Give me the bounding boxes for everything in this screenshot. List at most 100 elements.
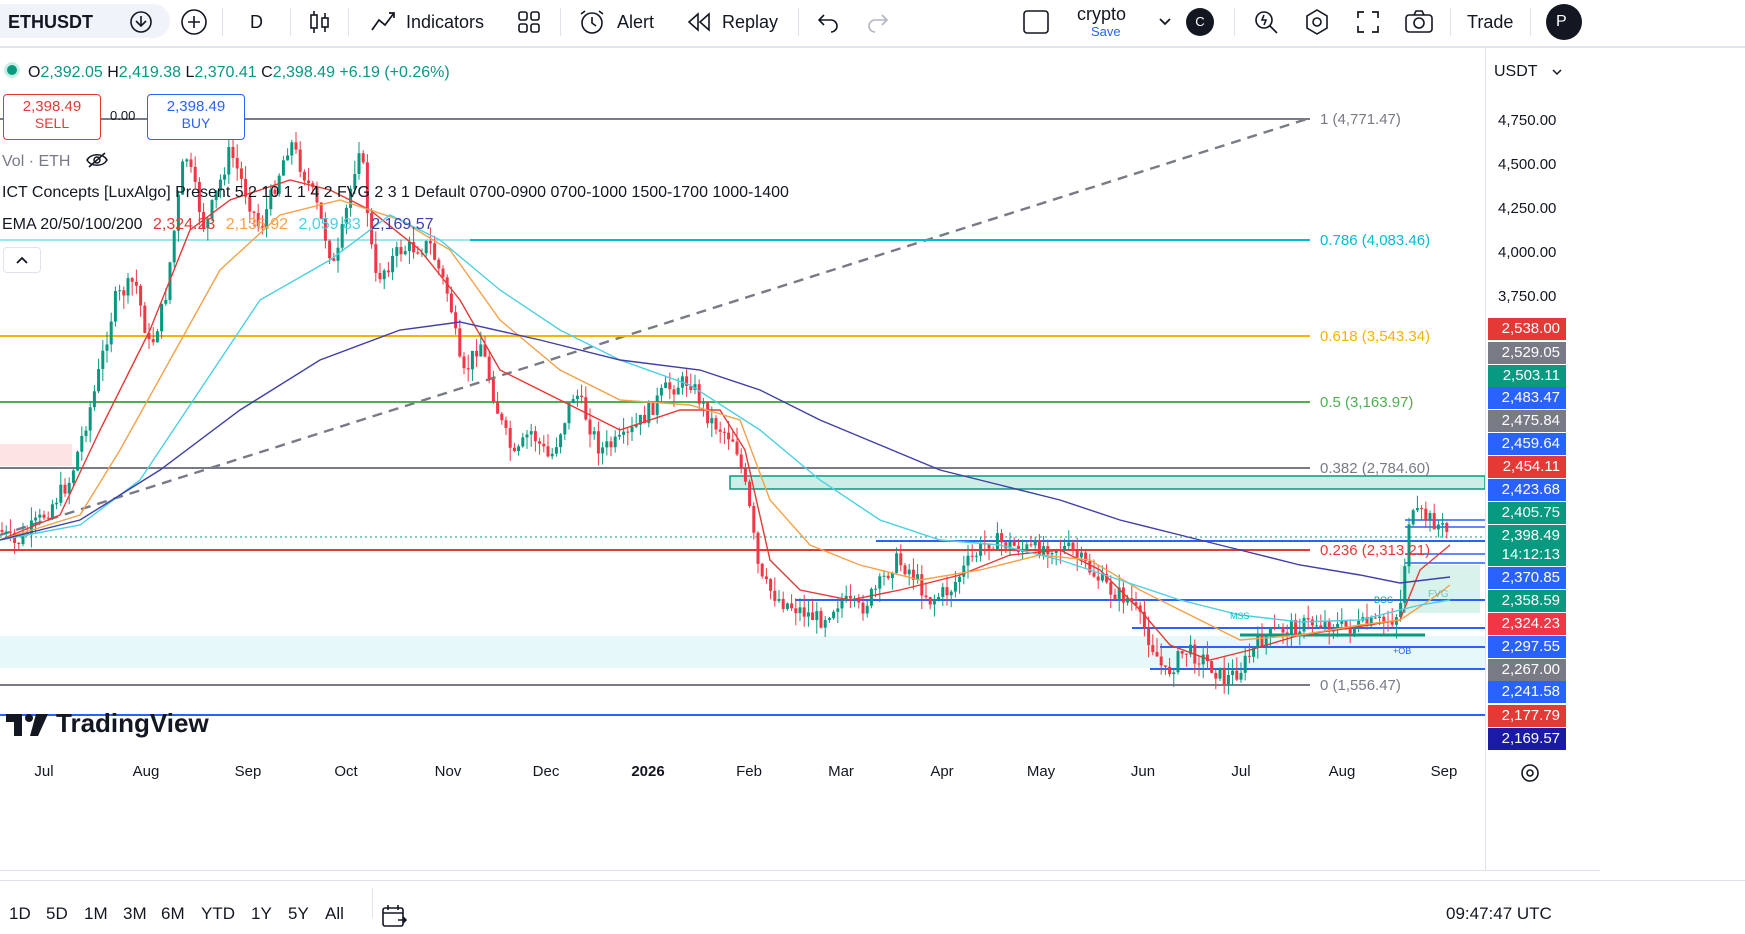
undo-icon[interactable]: [816, 0, 840, 44]
indicators-icon[interactable]: [370, 0, 398, 44]
replay-icon[interactable]: [686, 0, 712, 44]
candle-body: [731, 439, 735, 442]
candle-body: [916, 574, 920, 580]
candle-body: [1415, 508, 1419, 511]
settings-gear-icon[interactable]: [1303, 0, 1331, 44]
candle-body: [895, 553, 899, 573]
candle-body: [67, 482, 71, 494]
ohlc-open: 2,392.05: [40, 64, 103, 81]
candle-body: [970, 555, 974, 557]
date-range-calendar-icon[interactable]: [380, 903, 408, 934]
layout-save-label[interactable]: Save: [1091, 23, 1121, 39]
candle-body: [882, 575, 886, 577]
layout-dropdown-chevron-icon[interactable]: [1158, 0, 1172, 44]
range-button-1y[interactable]: 1Y: [251, 904, 272, 923]
candle-body: [886, 575, 890, 579]
candle-body: [769, 579, 773, 591]
alert-button[interactable]: Alert: [617, 11, 655, 32]
candle-body: [1151, 645, 1155, 653]
candle-body: [59, 484, 63, 503]
candle-body: [109, 321, 113, 345]
candles-icon[interactable]: [308, 0, 332, 44]
redo-icon[interactable]: [866, 0, 890, 44]
price-tag: 2,405.75: [1488, 502, 1566, 524]
candle-body: [1239, 672, 1243, 680]
candle-body: [596, 431, 600, 454]
range-button-ytd[interactable]: YTD: [201, 904, 235, 923]
buy-button[interactable]: 2,398.49 BUY: [147, 94, 245, 140]
candle-body: [945, 587, 949, 596]
candle-body: [1336, 623, 1340, 630]
sell-button[interactable]: 2,398.49 SELL: [3, 94, 101, 140]
candle-body: [815, 611, 819, 621]
candle-body: [458, 328, 462, 357]
candle-body: [651, 402, 655, 415]
range-button-6m[interactable]: 6M: [161, 904, 185, 923]
price-tag: 2,398.49: [1488, 525, 1566, 547]
candle-body: [1134, 602, 1138, 606]
range-button-1m[interactable]: 1M: [84, 904, 108, 923]
symbol-name[interactable]: ETHUSDT: [8, 11, 93, 32]
alarm-clock-icon[interactable]: [578, 0, 606, 44]
candle-body: [395, 247, 399, 256]
candle-body: [941, 587, 945, 597]
candle-body: [1205, 654, 1209, 662]
candle-body: [676, 387, 680, 395]
candle-body: [500, 413, 504, 421]
hidden-eye-icon[interactable]: [85, 152, 109, 173]
candle-body: [1378, 616, 1382, 618]
layout-square-icon[interactable]: [1022, 0, 1050, 44]
range-button-1d[interactable]: 1D: [9, 904, 31, 923]
interval-button[interactable]: D: [250, 11, 263, 32]
candle-body: [1281, 626, 1285, 633]
trade-button[interactable]: Trade: [1467, 11, 1514, 32]
candles-group: [0, 131, 1449, 695]
templates-icon[interactable]: [516, 0, 542, 44]
candle-body: [76, 451, 80, 471]
price-tag: 2,297.55: [1488, 636, 1566, 658]
candle-body: [563, 423, 567, 435]
fib-trend-line[interactable]: [0, 116, 1311, 537]
candle-body: [567, 402, 571, 424]
candle-body: [319, 202, 323, 219]
clock-time[interactable]: 09:47:47 UTC: [1446, 904, 1552, 923]
range-button-all[interactable]: All: [325, 904, 344, 923]
candle-body: [601, 447, 605, 454]
indicators-button[interactable]: Indicators: [406, 11, 485, 32]
candle-body: [361, 153, 365, 163]
profile-button[interactable]: P: [1546, 0, 1582, 44]
user-avatar[interactable]: C: [1186, 0, 1214, 44]
price-chart[interactable]: 1 (4,771.47) 0.786 (4,083.46) 0.618 (3,543…: [0, 48, 1600, 868]
candle-body: [210, 200, 214, 219]
fullscreen-icon[interactable]: [1355, 0, 1381, 44]
candle-body: [1382, 616, 1386, 622]
candle-body: [974, 555, 978, 557]
camera-icon[interactable]: [1404, 0, 1434, 44]
range-button-5y[interactable]: 5Y: [288, 904, 309, 923]
candle-body: [1000, 533, 1004, 543]
candle-body: [1004, 542, 1008, 549]
candle-body: [491, 379, 495, 402]
add-symbol-icon[interactable]: [128, 0, 154, 44]
chart-settings-gear-icon[interactable]: [1518, 761, 1542, 790]
layout-name[interactable]: crypto: [1077, 3, 1127, 24]
collapse-legend-button[interactable]: [3, 247, 41, 273]
compare-plus-icon[interactable]: [180, 0, 208, 44]
range-button-3m[interactable]: 3M: [123, 904, 147, 923]
currency-selector[interactable]: USDT: [1486, 56, 1574, 88]
range-button-5d[interactable]: 5D: [46, 904, 68, 923]
tradingview-logo[interactable]: TradingView: [6, 708, 209, 739]
candle-body: [605, 441, 609, 448]
quick-search-icon[interactable]: [1252, 0, 1280, 44]
candle-body: [752, 506, 756, 533]
candle-body: [857, 598, 861, 603]
volume-legend[interactable]: Vol · ETH: [2, 151, 109, 174]
ema-legend[interactable]: EMA 20/50/100/200 2,324.23 2,136.92 2,05…: [2, 216, 434, 234]
replay-button[interactable]: Replay: [722, 11, 779, 32]
ict-indicator-legend[interactable]: ICT Concepts [LuxAlgo] Present 5 2 10 1 …: [2, 184, 789, 201]
candle-body: [521, 437, 525, 447]
candle-body: [1319, 625, 1323, 628]
candle-body: [672, 389, 676, 395]
candle-body: [1403, 566, 1407, 604]
ohlc-close: 2,398.49: [272, 64, 335, 81]
